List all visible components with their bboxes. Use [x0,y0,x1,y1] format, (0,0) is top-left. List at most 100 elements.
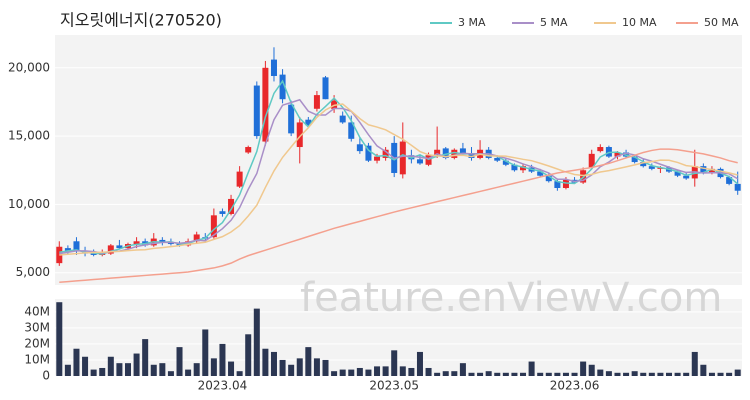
volume-bar [236,371,243,376]
y-tick-label: 10M [24,352,50,366]
volume-bar [82,356,89,376]
candle-body [382,149,389,158]
volume-bar [262,348,269,376]
volume-bar [708,372,715,376]
volume-bar [717,372,724,376]
candle-body [56,246,63,264]
candle-body [434,149,441,156]
x-tick-label: 2023.04 [198,379,248,393]
candle-body [734,183,741,191]
candle-body [116,245,123,249]
y-tick-label: 20,000 [8,60,50,74]
volume-bar [562,372,569,376]
volume-bar [116,363,123,376]
y-tick-label: 40M [24,304,50,318]
volume-bar [442,371,449,376]
chart-title: 지오릿에너지(270520) [60,11,222,30]
volume-bar [185,369,192,376]
candle-body [648,166,655,169]
candle-body [502,160,509,165]
volume-bar [107,356,114,376]
volume-bar [228,361,235,376]
y-tick-label: 10,000 [8,197,50,211]
candle-body [262,67,269,142]
y-tick-label: 0 [42,369,50,383]
volume-bar [451,371,458,376]
candle-body [365,145,372,161]
candle-body [520,166,527,171]
volume-bar [674,372,681,376]
candle-body [219,211,226,214]
volume-bar [416,351,423,376]
volume-bar [176,347,183,376]
volume-bar [253,308,260,376]
volume-bar [494,372,501,376]
candle-body [674,171,681,176]
candle-body [296,122,303,148]
candle-body [580,170,587,183]
volume-bar [605,371,612,376]
volume-bar [124,363,131,376]
volume-bar [700,364,707,376]
volume-bar [408,367,415,376]
candle-body [545,175,552,182]
volume-bar [365,369,372,376]
volume-bar [571,372,578,376]
volume-bar [580,361,587,376]
candle-body [107,245,114,254]
volume-bar [356,367,363,376]
volume-bar [348,369,355,376]
candle-body [537,171,544,176]
y-tick-label: 30M [24,320,50,334]
candle-body [640,162,647,167]
candle-body [313,95,320,109]
candle-body [511,164,518,171]
watermark: feature.enViewV.com [300,275,722,321]
volume-bar [691,351,698,376]
volume-bar [279,359,286,376]
candle-body [288,104,295,134]
candle-body [708,168,715,173]
candle-body [210,215,217,238]
candle-body [614,152,621,157]
volume-bar [219,343,226,376]
legend-label: 5 MA [540,16,568,29]
candle-body [631,156,638,163]
candle-body [193,234,200,242]
candle-body [562,179,569,189]
volume-bar [374,366,381,376]
volume-bar [339,369,346,376]
candle-body [245,147,252,153]
volume-bar [322,359,329,376]
candle-body [322,77,329,100]
candle-body [236,171,243,187]
volume-bar [588,364,595,376]
volume-bar [648,372,655,376]
volume-bar [399,366,406,376]
volume-bar [313,358,320,376]
candle-body [399,141,406,175]
volume-bar [459,363,466,376]
candle-body [159,239,166,243]
ma-line [59,103,738,256]
volume-bar [56,302,63,376]
volume-bar [726,372,733,376]
candle-body [270,59,277,76]
candle-body [73,241,80,251]
volume-bar [245,334,252,376]
volume-bar [502,372,509,376]
candle-body [356,144,363,152]
x-tick-label: 2023.06 [550,379,600,393]
y-tick-label: 15,000 [8,129,50,143]
volume-bar [520,372,527,376]
candle-body [133,241,140,245]
candle-body [726,177,733,184]
volume-bar [133,353,140,376]
candle-body [348,122,355,139]
volume-bar [614,372,621,376]
candle-body [683,175,690,179]
volume-bar [331,371,338,376]
legend-label: 10 MA [622,16,657,29]
volume-bar [210,358,217,376]
candle-body [700,166,707,173]
